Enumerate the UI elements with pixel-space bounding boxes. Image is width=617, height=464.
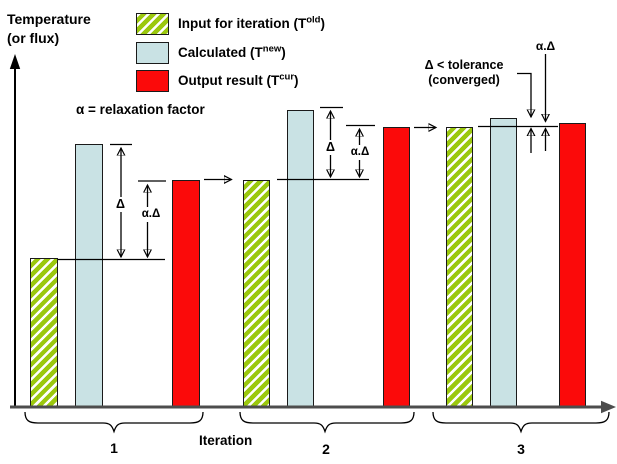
x-axis-title: Iteration — [199, 433, 253, 448]
bar-iter1-input — [30, 258, 58, 407]
tolerance-note: Δ < tolerance (converged) — [412, 58, 516, 88]
bar-iter2-output — [383, 127, 410, 407]
legend-item-output: Output result (Tcur) — [136, 69, 299, 92]
x-tick-iteration-2: 2 — [322, 441, 330, 457]
x-tick-iteration-1: 1 — [110, 440, 118, 456]
brace-iteration-1 — [24, 411, 204, 434]
relaxation-factor-note: α = relaxation factor — [76, 102, 205, 117]
iter2-delta-label: Δ — [323, 140, 338, 155]
legend-label-calculated: Calculated (Tnew) — [178, 43, 286, 60]
legend-swatch-calculated-icon — [136, 41, 169, 64]
legend-item-calculated: Calculated (Tnew) — [136, 41, 286, 64]
x-axis-arrowhead — [601, 400, 616, 414]
iter1-alphadelta-label: α.Δ — [138, 207, 164, 222]
tolerance-note-line2: (converged) — [428, 73, 500, 87]
brace-iteration-3 — [432, 411, 610, 434]
legend-swatch-output-icon — [136, 69, 169, 92]
iter2-alphadelta-label: α.Δ — [347, 145, 373, 160]
legend-label-input: Input for iteration (Told) — [178, 14, 325, 31]
y-axis-label: Temperature (or flux) — [7, 10, 127, 48]
y-axis-label-line2: (or flux) — [7, 29, 60, 46]
brace-iteration-2 — [239, 411, 415, 434]
bar-iter3-input — [446, 127, 473, 407]
bar-iter1-calculated — [75, 144, 103, 407]
legend-swatch-input-icon — [136, 12, 169, 35]
bar-iter2-input — [243, 180, 270, 407]
iter1-delta-label: Δ — [113, 197, 128, 212]
bar-iter3-output — [559, 123, 586, 407]
bar-iter3-calculated — [490, 118, 517, 407]
y-axis-arrowhead — [9, 54, 21, 69]
tolerance-connector-arrow — [517, 72, 531, 118]
iter3-alphadelta-label: α.Δ — [529, 39, 562, 54]
bar-iter1-output — [172, 180, 200, 407]
tolerance-note-line1: Δ < tolerance — [424, 58, 504, 72]
x-tick-iteration-3: 3 — [517, 441, 525, 457]
bar-iter2-calculated — [287, 110, 314, 407]
y-axis-label-line1: Temperature — [7, 11, 91, 27]
legend-item-input: Input for iteration (Told) — [136, 12, 325, 35]
legend-label-output: Output result (Tcur) — [178, 71, 299, 88]
